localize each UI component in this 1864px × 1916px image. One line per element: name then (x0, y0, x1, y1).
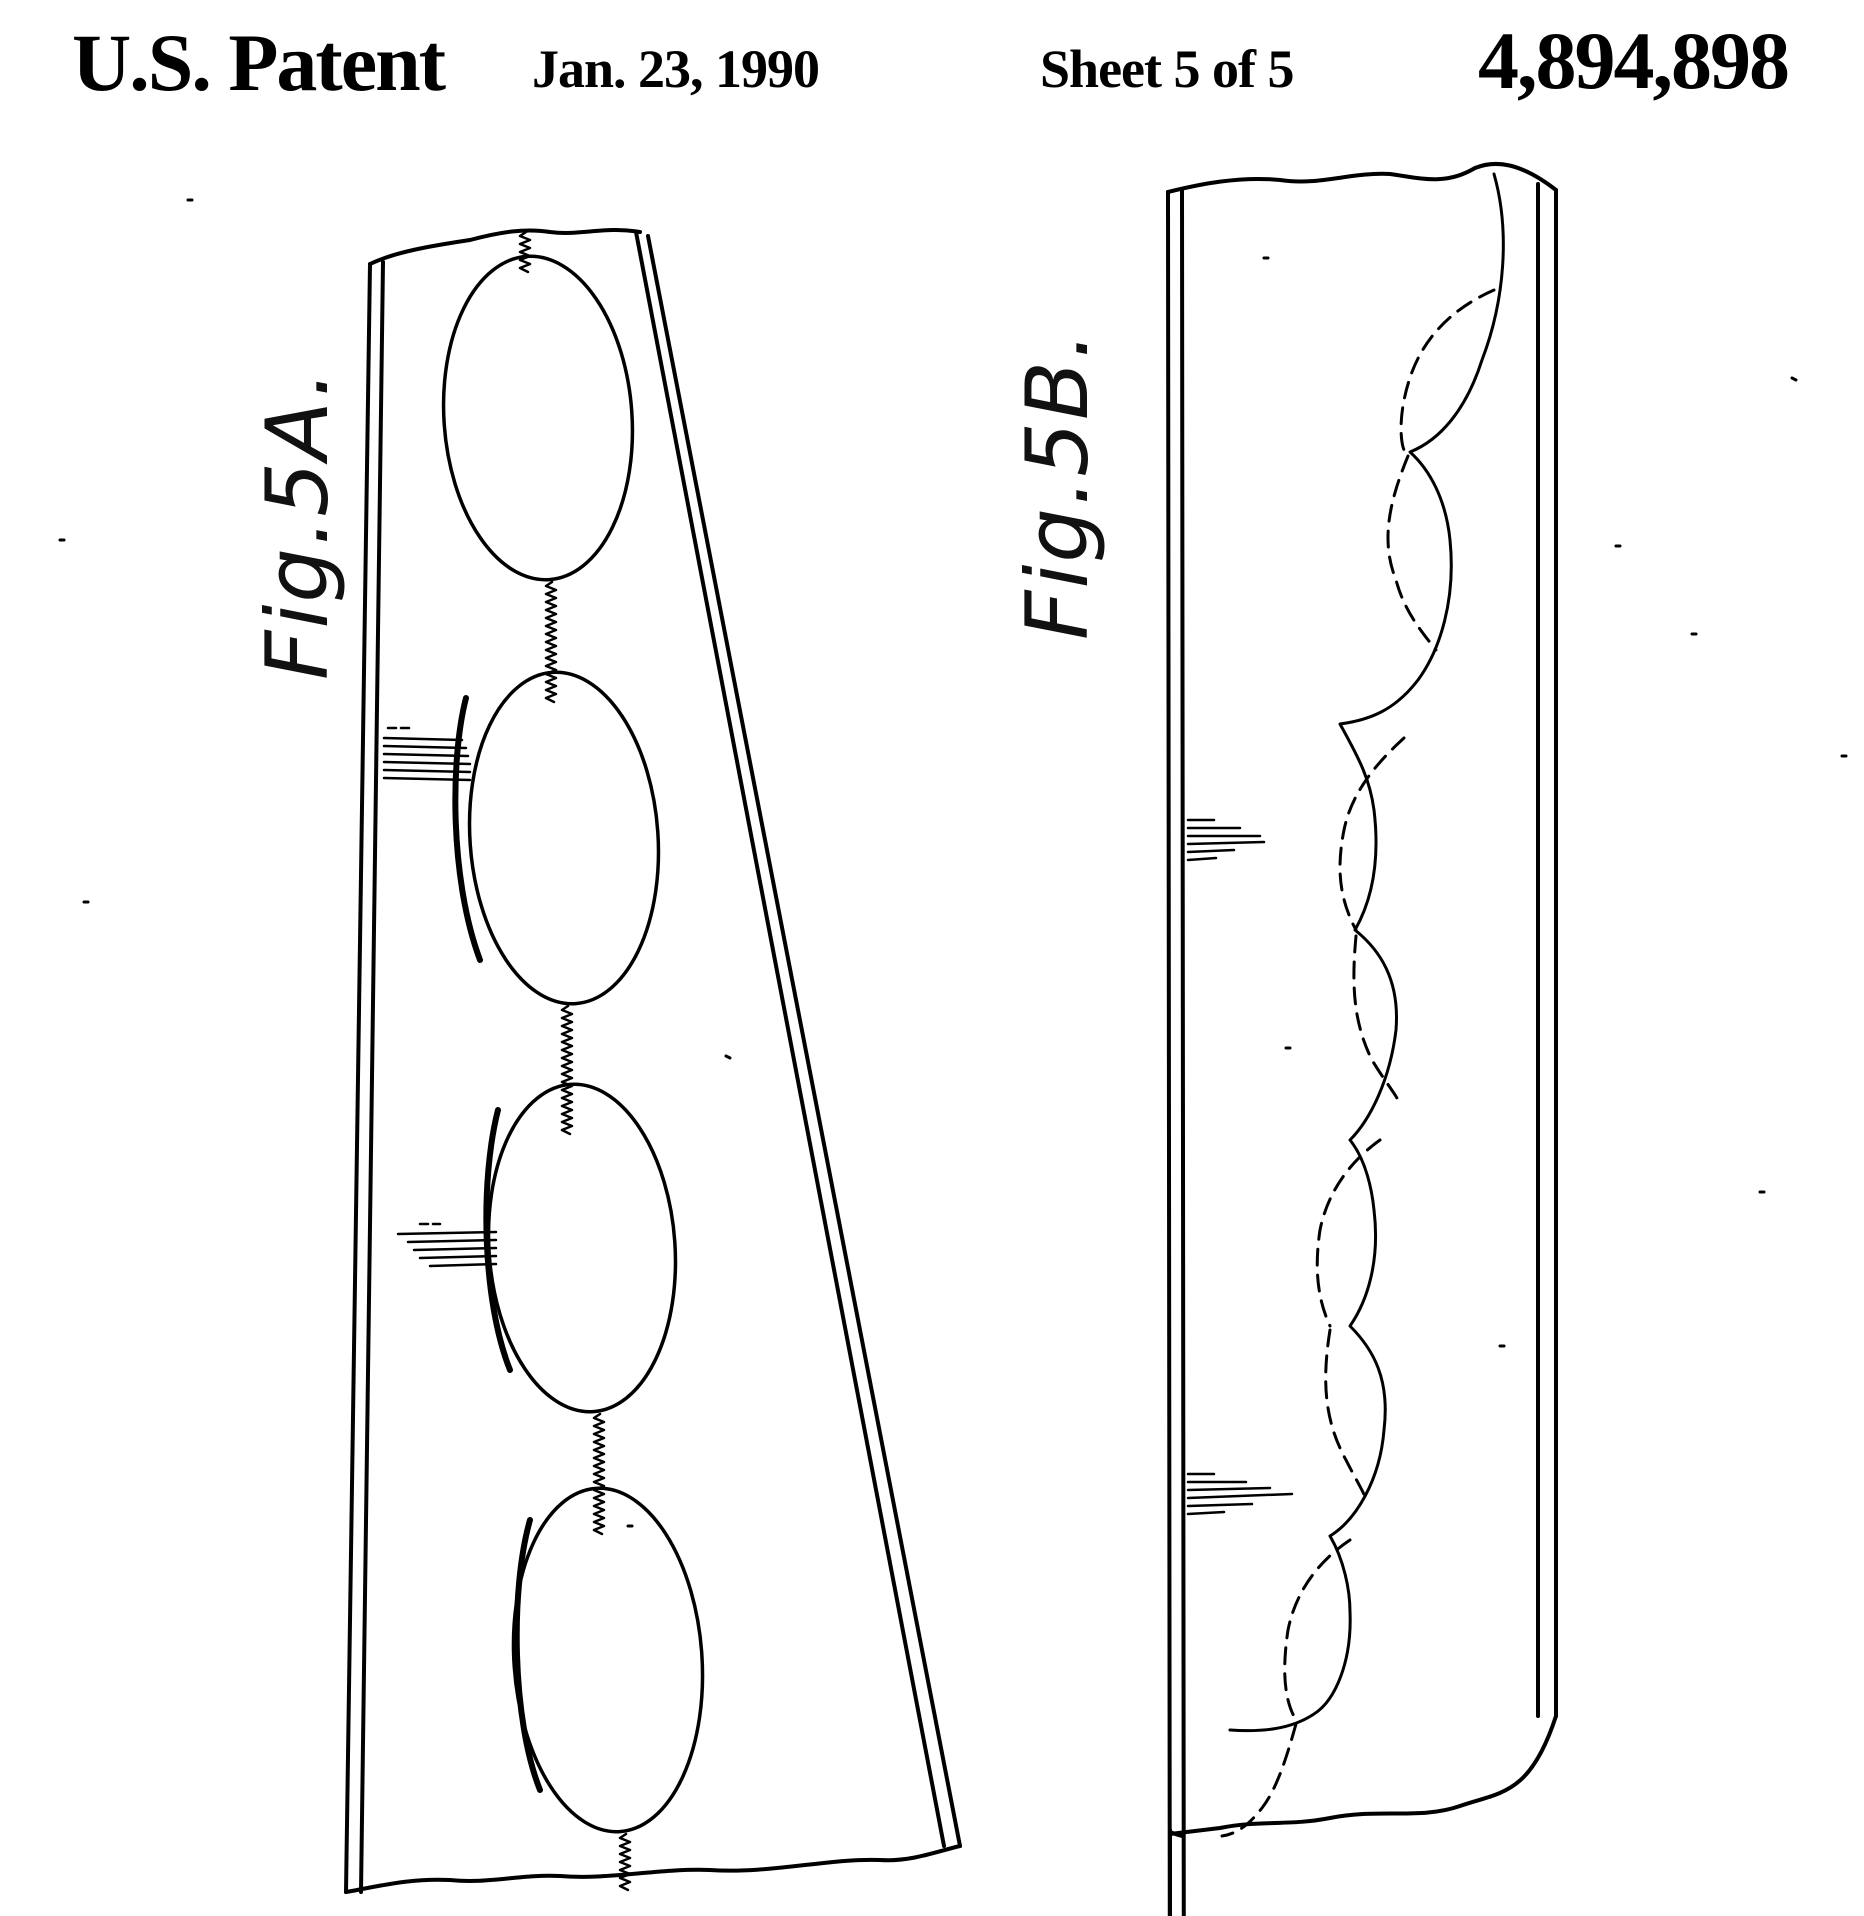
fig5a-shading-lines (384, 728, 496, 1266)
fig5a-weld-seams (520, 232, 630, 1890)
scan-specks (60, 200, 1846, 1526)
figure-5a-drawing (346, 230, 960, 1892)
fig5a-oval-1 (433, 250, 643, 586)
fig5a-oval-2 (459, 666, 670, 1010)
figure-5b-drawing (1168, 164, 1556, 1916)
fig5a-oval-4 (502, 1482, 714, 1838)
fig5a-ovals (433, 250, 714, 1838)
fig5b-shading-lines (1188, 820, 1292, 1514)
fig5b-scalloped-edge (1230, 174, 1503, 1731)
fig5a-panel-outline (346, 230, 960, 1892)
fig5b-dashed-scallops (1222, 290, 1494, 1836)
